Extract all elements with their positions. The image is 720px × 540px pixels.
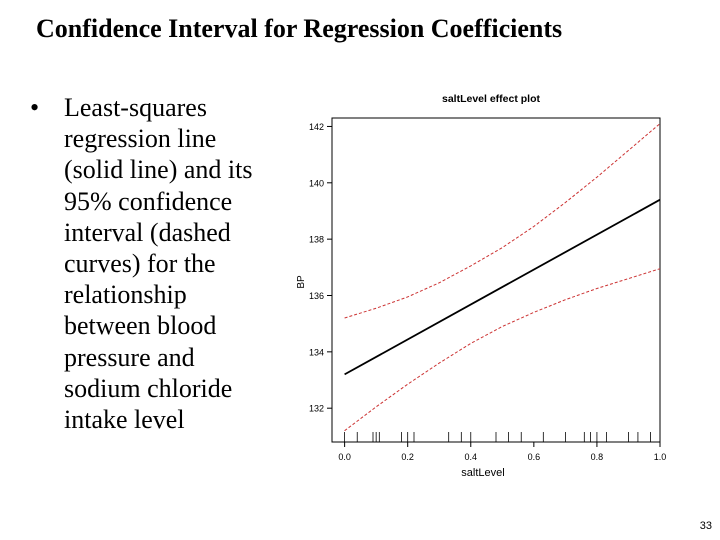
confidence-curve [344,268,661,432]
bullet-line: curves) for the [64,249,216,279]
bullet-line: regression line [64,124,217,154]
y-tick-label: 132 [309,404,324,414]
bullet-line: intake level [64,405,185,435]
x-tick-label: 1.0 [654,452,666,462]
slide-title: Confidence Interval for Regression Coeff… [36,14,563,43]
bullet-line: interval (dashed [64,217,231,247]
y-tick-label: 134 [309,347,324,357]
bullet-line: Least-squares [64,93,207,122]
x-tick-label: 0.0 [338,452,351,462]
x-axis-label: saltLevel [461,467,504,479]
bullet-line: between blood [64,311,217,341]
x-tick-label: 0.4 [465,452,478,462]
y-axis-label: BP [296,275,307,289]
regression-line [344,198,661,376]
chart-background [286,84,666,484]
y-tick-label: 142 [309,122,324,132]
bullet-point: • Least-squares regression line (solid l… [30,92,330,435]
y-tick-label: 138 [309,235,324,245]
bullet-line: pressure and [64,342,195,372]
confidence-curve [344,123,661,319]
bullet-line: 95% confidence [64,186,233,216]
effect-plot-svg: saltLevel effect plot saltLevel BP 13213… [286,84,666,484]
bullet-line: sodium chloride [64,373,233,403]
bullet-icon: • [30,93,40,122]
plot-area: 132 134 136 138 140 142 0.0 0.2 0.4 0.6 0.8 1.0 [309,117,666,462]
x-tick-label: 0.6 [528,452,541,462]
x-tick-label: 0.8 [591,452,604,462]
bullet-line: (solid line) and its [64,155,253,185]
effect-plot: saltLevel effect plot saltLevel BP 132 13… [286,84,666,484]
chart-title: saltLevel effect plot [442,93,541,105]
x-tick-label: 0.2 [401,452,414,462]
bullet-line: relationship [64,280,187,310]
y-tick-label: 140 [309,178,324,188]
page-number: 33 [699,520,712,532]
y-tick-label: 136 [309,291,324,301]
bullet-text: Least-squares regression line (solid lin… [64,92,330,435]
